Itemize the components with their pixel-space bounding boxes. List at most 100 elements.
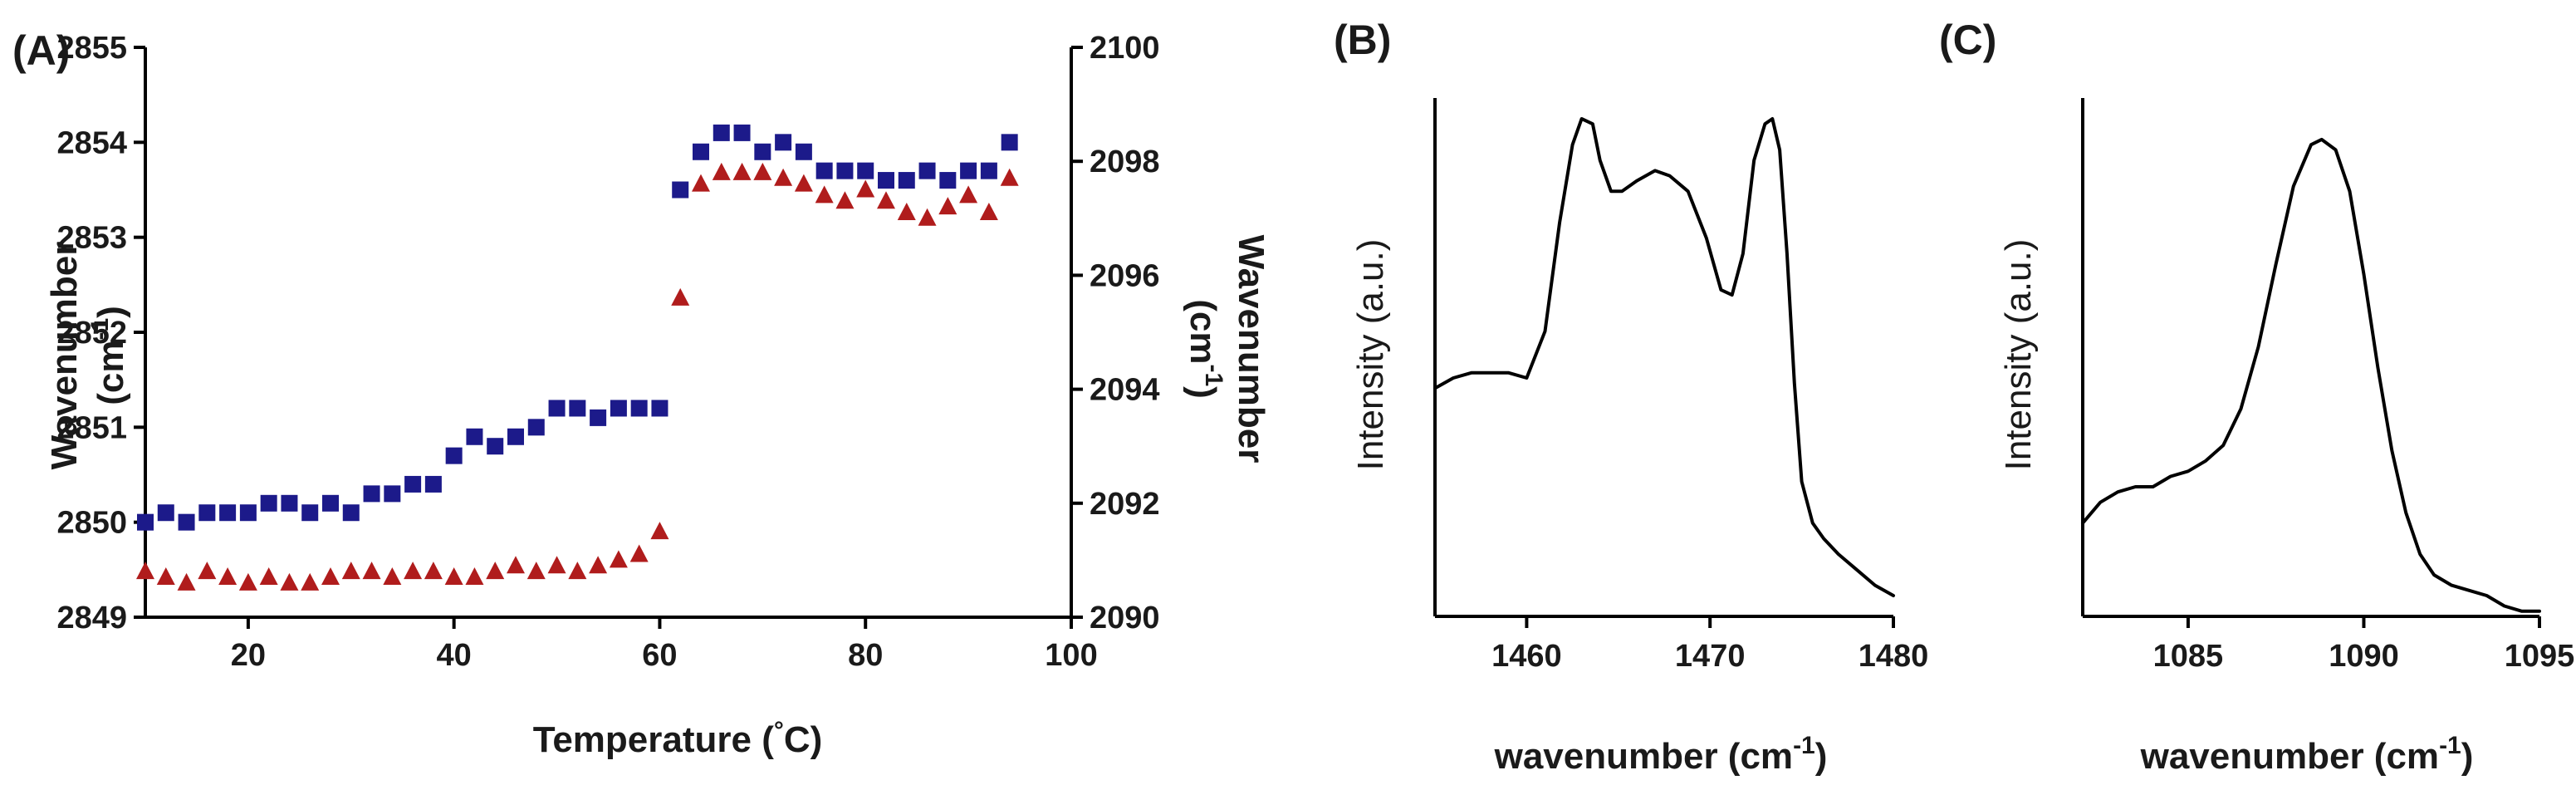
chart-a-ylabel-right-cm: (cm xyxy=(1183,299,1223,364)
chart-a-square-point xyxy=(918,162,936,179)
chart-a-triangle-point xyxy=(918,208,937,226)
chart-c-xlabel: wavenumber (cm-1) xyxy=(2140,732,2474,777)
chart-a-square-point xyxy=(507,428,524,445)
chart-a-xlabel-text: Temperature ( xyxy=(533,719,774,760)
chart-a-square-point xyxy=(157,504,174,522)
panel-label-a: (A) xyxy=(12,27,70,74)
chart-a-square-point xyxy=(363,485,380,503)
chart-a-square-point xyxy=(445,447,463,464)
chart-a-square-point xyxy=(713,124,730,141)
chart-a-square-point xyxy=(487,438,504,455)
chart-b-x-tick-label: 1480 xyxy=(1859,639,1929,674)
chart-b-x-tick-label: 1470 xyxy=(1675,639,1746,674)
chart-a-triangle-point xyxy=(835,191,855,209)
chart-a-x-tick-label: 100 xyxy=(1045,638,1097,673)
chart-b-ylabel: Intensity (a.u.) xyxy=(1350,239,1391,471)
chart-a-triangle-point xyxy=(444,567,463,585)
chart-a-triangle-point xyxy=(692,174,710,192)
chart-a-x-tick-label: 20 xyxy=(231,638,266,673)
chart-a-square-point xyxy=(939,172,957,189)
chart-a-square-point xyxy=(239,504,257,522)
chart-a-square-point xyxy=(590,409,607,426)
chart-b-xlabel-sup: -1 xyxy=(1793,732,1815,759)
chart-c-x-tick-label: 1095 xyxy=(2505,639,2575,674)
chart-a-square-point xyxy=(980,162,997,179)
chart-c-spectrum-line xyxy=(2081,137,2541,613)
chart-b-xlabel-text: wavenumber (cm xyxy=(1494,736,1793,777)
chart-a-x-tick-label: 80 xyxy=(848,638,883,673)
chart-a-xlabel-degree: ° xyxy=(774,717,784,744)
chart-a-square-point xyxy=(1001,134,1018,151)
chart-a-triangle-point xyxy=(526,562,546,580)
chart-a-square-point xyxy=(137,513,154,531)
chart-a-triangle-point xyxy=(218,567,238,585)
chart-c-xlabel-text: wavenumber (cm xyxy=(2140,736,2439,777)
chart-a-y-right-tick-label: 2090 xyxy=(1090,601,1160,635)
chart-a-triangle-point xyxy=(712,162,731,180)
chart-b-xlabel-close: ) xyxy=(1815,736,1828,777)
chart-a-square-point xyxy=(733,124,751,141)
chart-a-square-point xyxy=(219,504,237,522)
chart-a-ticks: 20 40 60 80 100 2849 2850 2851 2852 2853 2854 2855 2… xyxy=(56,31,1159,673)
chart-b-x-tick-label: 1460 xyxy=(1491,639,1562,674)
chart-a-triangle-point xyxy=(897,202,916,220)
chart-a-triangle-point xyxy=(774,168,793,186)
chart-a-triangle-point xyxy=(856,179,875,198)
chart-a-y-left-tick-label: 2850 xyxy=(56,506,127,541)
chart-b-axes xyxy=(1433,98,1893,618)
chart-b-spectrum-line xyxy=(1433,117,1895,597)
chart-a-triangle-point xyxy=(753,162,772,180)
chart-a-square-point xyxy=(630,400,648,417)
chart-a-triangle-point xyxy=(815,185,834,204)
chart-c-x-tick-label: 1085 xyxy=(2153,639,2224,674)
chart-a-ylabel-left-close: ) xyxy=(91,306,131,318)
chart-a-triangle-point xyxy=(732,162,752,180)
chart-a-ylabel-left-line2: (cm-1) xyxy=(86,306,131,405)
chart-a-y-left-tick-label: 2849 xyxy=(56,601,127,635)
chart-a-square-point xyxy=(404,475,422,493)
chart-a-triangle-point xyxy=(568,562,587,580)
chart-a-square-point xyxy=(424,475,442,493)
chart-a-square-point xyxy=(384,485,401,503)
chart-a-triangle-point xyxy=(979,202,998,220)
chart-a-y-left-tick-label: 2853 xyxy=(56,221,127,256)
chart-a-triangle-point xyxy=(404,562,423,580)
chart-a-triangle-point xyxy=(877,191,895,209)
chart-a-square-point xyxy=(260,494,277,512)
chart-a-triangle-point xyxy=(465,567,484,585)
chart-c: 1085 1090 1095 Intensity (a.u.) wavenumber… xyxy=(1998,98,2574,777)
chart-a-triangle-point xyxy=(547,556,566,574)
chart-a-triangle-point xyxy=(383,567,402,585)
chart-a-square-point xyxy=(960,162,977,179)
chart-a-triangle-point xyxy=(486,562,505,580)
chart-a-triangle-point xyxy=(959,185,978,204)
chart-a-square-point xyxy=(610,400,627,417)
chart-a-triangle-point xyxy=(177,572,196,591)
chart-a-triangle-point xyxy=(341,562,360,580)
chart-b-xlabel: wavenumber (cm-1) xyxy=(1494,732,1828,777)
chart-a-triangle-point xyxy=(671,287,690,306)
chart-a-square-point xyxy=(754,143,771,160)
chart-a-y-right-tick-label: 2100 xyxy=(1090,31,1160,66)
chart-a-ylabel-left-cm: (cm xyxy=(91,341,131,405)
chart-a-square-point xyxy=(342,504,360,522)
chart-a-ylabel-right-line2: (cm-1) xyxy=(1183,299,1227,399)
chart-a-y-right-tick-label: 2094 xyxy=(1090,373,1160,408)
chart-a-x-tick-label: 60 xyxy=(642,638,677,673)
chart-a-y-left-tick-label: 2854 xyxy=(56,125,127,160)
chart-c-xlabel-close: ) xyxy=(2461,736,2474,777)
chart-a-square-point xyxy=(795,143,812,160)
chart-a-triangle-point xyxy=(1000,168,1019,186)
chart-a-triangle-point xyxy=(609,550,628,568)
chart-a-triangle-point xyxy=(650,522,669,540)
chart-a-triangle-point xyxy=(507,556,525,574)
chart-a-square-point xyxy=(815,162,833,179)
chart-c-x-tick-label: 1090 xyxy=(2329,639,2399,674)
chart-a-square-point xyxy=(301,504,319,522)
chart-a-ylabel-right-sup: -1 xyxy=(1200,364,1227,386)
chart-a-square-point xyxy=(569,400,586,417)
chart-a-square-point xyxy=(281,494,298,512)
chart-a-triangle-point xyxy=(280,572,299,591)
chart-c-marks xyxy=(2081,137,2541,613)
